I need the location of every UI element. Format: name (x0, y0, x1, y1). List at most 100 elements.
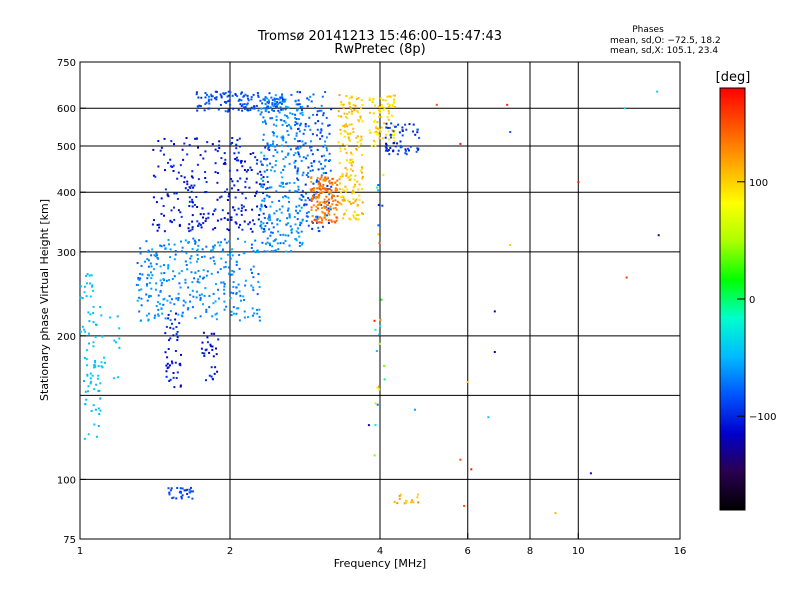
data-point (307, 166, 310, 169)
data-point (189, 257, 192, 260)
data-point (336, 184, 339, 186)
data-point (180, 491, 182, 494)
data-point (493, 310, 496, 313)
data-point (307, 98, 310, 101)
data-point (259, 207, 262, 210)
data-point (328, 159, 331, 162)
data-point (91, 284, 94, 287)
data-point (337, 115, 340, 117)
data-point (175, 333, 178, 335)
data-point (328, 210, 331, 213)
data-point (378, 128, 381, 131)
data-point (100, 365, 103, 368)
data-point (196, 220, 199, 223)
data-point (205, 217, 208, 220)
data-point (317, 196, 320, 199)
data-point (220, 281, 223, 284)
data-point (340, 191, 342, 194)
data-point (304, 183, 307, 186)
data-point (164, 332, 167, 335)
colorbar-tick-label: 0 (749, 295, 755, 306)
data-point (137, 277, 140, 279)
data-point (378, 115, 381, 118)
data-point (311, 169, 314, 172)
data-point (220, 157, 223, 160)
data-point (377, 385, 380, 388)
data-point (290, 231, 293, 234)
data-point (261, 241, 264, 244)
data-point (266, 97, 269, 100)
data-point (299, 91, 301, 94)
data-point (81, 297, 84, 299)
data-point (227, 195, 230, 198)
data-point (139, 247, 142, 250)
data-point (231, 141, 234, 144)
data-point (374, 126, 377, 128)
data-point (190, 255, 193, 258)
data-point (275, 105, 277, 108)
y-tick-label: 400 (57, 188, 76, 199)
data-point (207, 107, 210, 110)
data-point (228, 240, 231, 243)
data-point (188, 186, 191, 189)
data-point (212, 213, 214, 216)
data-point (258, 308, 261, 311)
data-point (184, 260, 187, 263)
data-point (198, 222, 201, 225)
data-point (287, 196, 290, 199)
data-point (250, 169, 253, 171)
data-point (403, 502, 406, 505)
data-point (271, 245, 274, 248)
data-point (190, 175, 193, 178)
data-point (294, 159, 297, 162)
data-point (252, 289, 255, 292)
data-point (267, 147, 270, 150)
data-point (321, 135, 324, 138)
data-point (223, 266, 226, 269)
data-point (166, 356, 169, 359)
data-point (389, 133, 392, 136)
data-point (208, 306, 211, 309)
data-point (387, 112, 390, 115)
data-point (252, 152, 255, 155)
data-point (316, 221, 319, 224)
data-point (250, 243, 253, 246)
data-point (297, 231, 300, 234)
data-point (85, 349, 88, 352)
data-point (90, 410, 93, 412)
data-point (358, 120, 361, 123)
data-point (417, 501, 420, 504)
data-point (391, 104, 394, 106)
data-point (305, 212, 308, 215)
data-point (210, 249, 212, 252)
data-point (92, 345, 95, 348)
data-point (167, 161, 169, 164)
data-point (204, 171, 207, 173)
data-point (186, 493, 189, 495)
data-point (192, 237, 195, 240)
data-point (318, 183, 321, 186)
data-point (210, 375, 213, 378)
data-point (373, 454, 376, 457)
data-point (157, 165, 160, 168)
data-point (412, 501, 415, 504)
data-point (199, 154, 202, 157)
data-point (256, 172, 259, 175)
data-point (318, 186, 321, 188)
data-point (376, 133, 378, 136)
data-point (180, 314, 183, 317)
data-point (213, 372, 216, 375)
data-point (344, 123, 347, 126)
data-point (336, 200, 339, 203)
data-point (342, 213, 345, 216)
data-point (86, 374, 89, 377)
data-point (300, 222, 303, 225)
data-point (79, 296, 82, 299)
data-point (208, 374, 211, 377)
data-point (299, 224, 302, 227)
data-point (323, 216, 326, 219)
data-point (290, 127, 293, 130)
data-point (343, 199, 346, 202)
data-point (87, 332, 90, 335)
data-point (344, 212, 346, 215)
